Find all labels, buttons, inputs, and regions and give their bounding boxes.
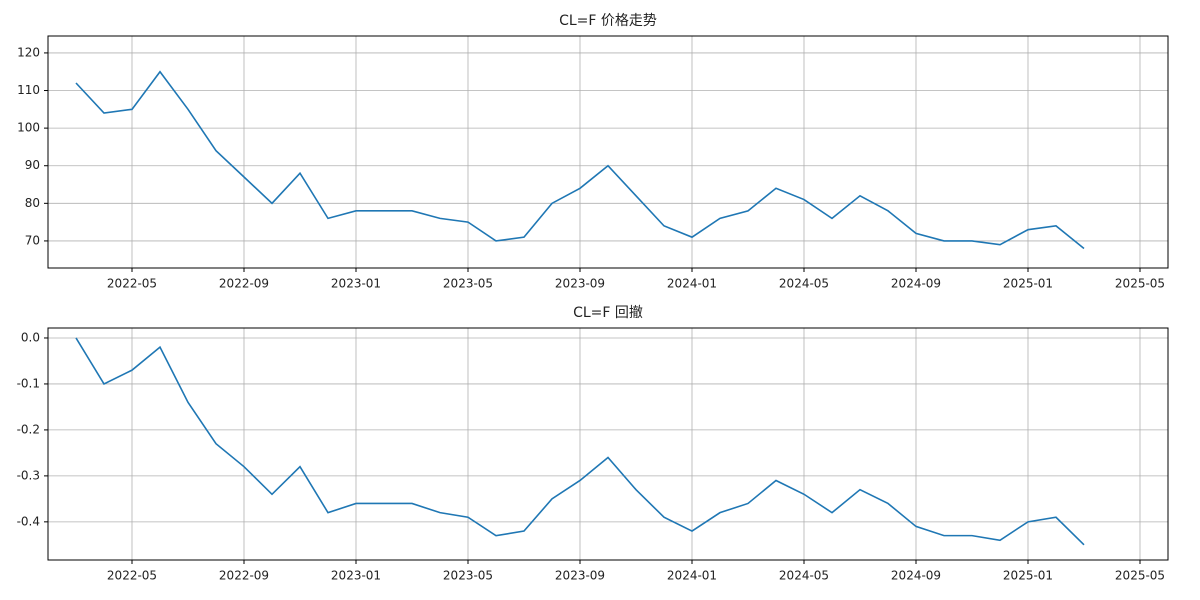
x-tick-label: 2023-09	[555, 569, 605, 583]
x-tick-label: 2023-01	[331, 277, 381, 291]
y-tick-label: -0.1	[17, 376, 40, 390]
chart-title: CL=F 回撤	[573, 305, 643, 321]
x-tick-label: 2024-09	[891, 569, 941, 583]
x-tick-label: 2023-01	[331, 569, 381, 583]
x-tick-label: 2024-05	[779, 569, 829, 583]
y-tick-label: 100	[17, 121, 40, 135]
y-tick-label: 80	[25, 196, 40, 210]
y-tick-label: -0.3	[17, 468, 40, 482]
x-tick-label: 2025-05	[1115, 569, 1165, 583]
plot-frame	[47, 327, 1169, 561]
x-tick-label: 2022-09	[219, 277, 269, 291]
x-tick-label: 2024-01	[667, 569, 717, 583]
x-tick-label: 2023-05	[443, 569, 493, 583]
x-tick-label: 2024-09	[891, 277, 941, 291]
x-tick-label: 2024-01	[667, 277, 717, 291]
y-tick-label: -0.2	[17, 422, 40, 436]
x-tick-label: 2023-05	[443, 277, 493, 291]
x-tick-label: 2025-01	[1003, 569, 1053, 583]
x-tick-label: 2022-05	[107, 569, 157, 583]
y-tick-label: -0.4	[17, 514, 40, 528]
y-tick-label: 120	[17, 45, 40, 59]
y-tick-label: 90	[25, 158, 40, 172]
x-tick-label: 2022-05	[107, 277, 157, 291]
y-tick-label: 110	[17, 83, 40, 97]
x-tick-label: 2024-05	[779, 277, 829, 291]
x-tick-label: 2022-09	[219, 569, 269, 583]
x-tick-label: 2025-05	[1115, 277, 1165, 291]
x-tick-label: 2025-01	[1003, 277, 1053, 291]
x-tick-label: 2023-09	[555, 277, 605, 291]
chart-title: CL=F 价格走势	[559, 13, 657, 29]
data-line	[75, 70, 1085, 250]
data-line	[75, 337, 1085, 546]
y-tick-label: 0.0	[21, 330, 40, 344]
plot-frame	[47, 35, 1169, 269]
y-tick-label: 70	[25, 233, 40, 247]
